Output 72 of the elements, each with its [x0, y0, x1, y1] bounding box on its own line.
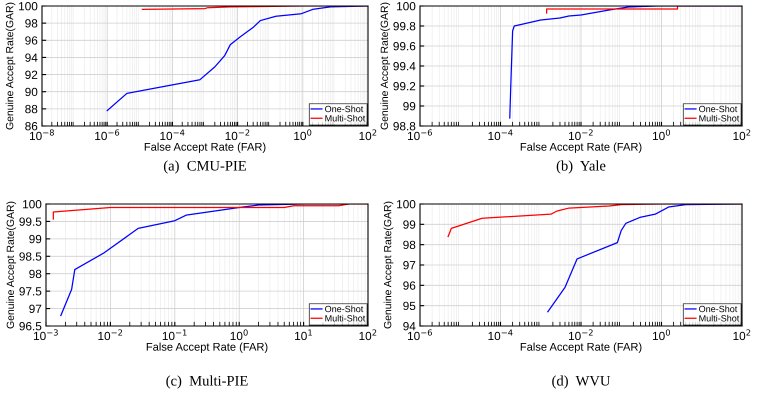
legend-label: Multi-Shot: [325, 114, 366, 122]
y-tick-label: 100: [397, 2, 416, 10]
y-axis-title: Genuine Accept Rate(GAR): [384, 202, 394, 328]
legend-label: One-Shot: [699, 306, 738, 312]
y-tick-label: 98.5: [19, 252, 42, 261]
x-tick-label: 10$^{−1}$: [162, 329, 187, 340]
text: (c) Multi-PIE: [166, 375, 248, 389]
x-tick-label: 10$^{−4}$: [488, 129, 513, 140]
text: (a) CMU-PIE: [164, 160, 246, 174]
x-axis-title: False Accept Rate (FAR): [144, 142, 266, 153]
legend-label: One-Shot: [325, 106, 364, 112]
x-tick-label: 10$^{2}$: [359, 329, 376, 340]
legend-label: One-Shot: [699, 106, 738, 112]
x-tick-label: 10$^{2}$: [733, 129, 750, 140]
y-tick-label: 94: [403, 322, 416, 330]
y-tick-label: 100: [23, 200, 42, 208]
y-tick-label: 98: [403, 240, 416, 250]
x-tick-label: 10$^{−3}$: [34, 329, 58, 340]
y-tick-label: 100: [397, 200, 416, 208]
x-tick-label: 10$^{−2}$: [568, 129, 593, 140]
y-tick-label: 98: [25, 19, 38, 28]
text: (d) WVU: [552, 375, 610, 389]
text: (b) Yale: [556, 160, 606, 174]
y-tick-label: 98: [29, 270, 42, 278]
y-tick-label: 99.5: [19, 217, 42, 226]
x-tick-label: 10$^{0}$: [652, 129, 670, 140]
y-tick-label: 90: [25, 88, 38, 96]
x-tick-label: 10$^{−2}$: [98, 329, 122, 340]
y-axis-title: Genuine Accept Rate(GAR): [380, 2, 390, 130]
y-tick-label: 94: [25, 53, 38, 62]
y-tick-label: 86: [25, 122, 38, 130]
y-axis-title: Genuine Accept Rate(GAR): [6, 2, 16, 130]
y-tick-label: 95: [403, 302, 416, 310]
x-axis-title: False Accept Rate (FAR): [520, 342, 642, 353]
y-tick-label: 96: [25, 36, 38, 45]
y-tick-label: 100: [19, 2, 38, 10]
x-axis-title: False Accept Rate (FAR): [146, 342, 268, 353]
x-tick-label: 10$^{−6}$: [95, 129, 120, 140]
x-tick-label: 10$^{−6}$: [408, 129, 432, 140]
x-tick-label: 10$^{2}$: [359, 129, 376, 140]
x-tick-label: 10$^{−6}$: [408, 329, 432, 340]
x-axis-title: False Accept Rate (FAR): [520, 142, 642, 153]
y-tick-label: 99.2: [393, 82, 416, 90]
legend-label: Multi-Shot: [699, 114, 740, 122]
y-axis-title: Genuine Accept Rate(GAR): [6, 202, 16, 328]
x-tick-label: 10$^{2}$: [733, 329, 750, 340]
y-tick-label: 92: [25, 70, 38, 79]
y-tick-label: 97.5: [19, 287, 42, 296]
legend-label: Multi-Shot: [325, 314, 366, 322]
y-tick-label: 99: [403, 220, 416, 229]
y-tick-label: 98.8: [393, 122, 416, 130]
y-tick-label: 96.5: [19, 322, 42, 330]
x-tick-label: 10$^{−4}$: [160, 129, 184, 140]
legend-label: One-Shot: [325, 306, 364, 312]
x-tick-label: 10$^{−2}$: [568, 329, 593, 340]
x-tick-label: 10$^{0}$: [230, 329, 248, 340]
y-tick-label: 99.8: [393, 22, 416, 30]
y-tick-label: 97: [403, 261, 416, 270]
y-tick-label: 88: [25, 104, 38, 114]
x-tick-label: 10$^{0}$: [294, 129, 312, 140]
x-tick-label: 10$^{1}$: [295, 329, 312, 340]
y-tick-label: 99: [29, 234, 42, 244]
y-tick-label: 96: [403, 281, 416, 290]
x-tick-label: 10$^{−2}$: [226, 129, 250, 140]
y-tick-label: 99.6: [393, 42, 416, 50]
legend-label: Multi-Shot: [699, 314, 740, 322]
x-tick-label: 10$^{−4}$: [488, 329, 513, 340]
y-tick-label: 97: [29, 304, 42, 313]
x-tick-label: 10$^{−8}$: [30, 129, 54, 140]
x-tick-label: 10$^{0}$: [652, 329, 670, 340]
y-tick-label: 99.4: [393, 62, 416, 70]
y-tick-label: 99: [403, 102, 416, 110]
